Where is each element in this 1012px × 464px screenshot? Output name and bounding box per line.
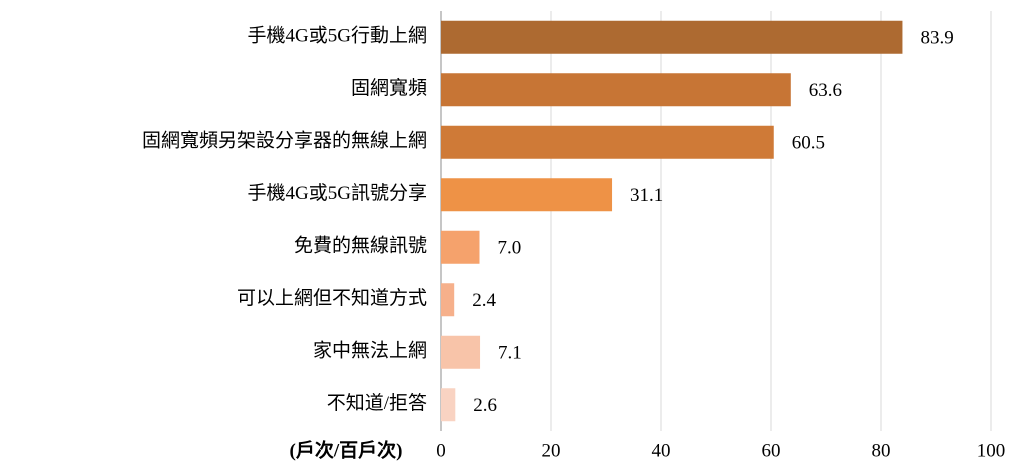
bar bbox=[441, 20, 903, 54]
bar bbox=[441, 230, 480, 264]
x-tick-label: 100 bbox=[977, 440, 1006, 461]
value-label: 31.1 bbox=[630, 185, 663, 206]
x-tick-label: 80 bbox=[872, 440, 891, 461]
y-tick-label: 家中無法上網 bbox=[313, 340, 427, 362]
x-tick-label: 60 bbox=[762, 440, 781, 461]
value-label: 63.6 bbox=[809, 80, 842, 101]
bar bbox=[441, 388, 456, 422]
bar bbox=[441, 283, 455, 317]
value-label: 83.9 bbox=[920, 28, 953, 49]
y-tick-label: 不知道/拒答 bbox=[327, 392, 427, 414]
value-label: 2.4 bbox=[472, 290, 496, 311]
value-label: 60.5 bbox=[792, 133, 825, 154]
y-tick-label: 手機4G或5G訊號分享 bbox=[248, 182, 427, 204]
value-label: 2.6 bbox=[473, 395, 497, 416]
bar bbox=[441, 73, 791, 107]
y-tick-label: 免費的無線訊號 bbox=[294, 235, 427, 257]
bar bbox=[441, 335, 481, 369]
bar bbox=[441, 178, 613, 212]
value-label: 7.1 bbox=[498, 343, 522, 364]
y-tick-label: 手機4G或5G行動上網 bbox=[248, 25, 427, 47]
bar bbox=[441, 125, 774, 159]
x-tick-label: 40 bbox=[652, 440, 671, 461]
x-tick-label: 0 bbox=[436, 440, 446, 461]
y-tick-label: 固網寬頻 bbox=[351, 77, 427, 99]
x-axis-label: (戶次/百戶次) bbox=[290, 438, 403, 461]
value-label: 7.0 bbox=[498, 238, 522, 259]
y-tick-label: 固網寬頻另架設分享器的無線上網 bbox=[142, 130, 427, 152]
x-tick-label: 20 bbox=[542, 440, 561, 461]
y-tick-label: 可以上網但不知道方式 bbox=[237, 287, 427, 309]
